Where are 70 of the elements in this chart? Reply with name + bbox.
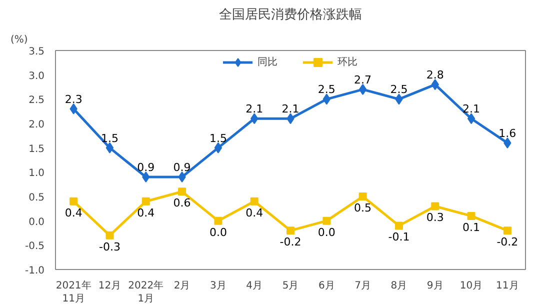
data-label: -0.2 — [496, 236, 518, 249]
point — [431, 202, 440, 210]
y-tick-label: 2.0 — [28, 120, 45, 130]
y-tick-label: 1.0 — [28, 168, 45, 180]
data-label: 0.0 — [318, 226, 336, 239]
data-label: 0.6 — [173, 196, 191, 210]
y-tick-label: 1.5 — [28, 144, 45, 155]
legend-label: 同比 — [258, 56, 278, 69]
point — [322, 216, 331, 225]
x-tick-label: 2021年 11月 — [56, 280, 92, 305]
point — [106, 142, 114, 154]
data-label: 2.8 — [426, 68, 444, 82]
x-tick-label: 2月 — [174, 280, 190, 292]
data-label: 2.1 — [246, 102, 264, 116]
y-tick-label: 3.5 — [28, 46, 45, 58]
data-label: 0.5 — [354, 202, 372, 214]
legend-label: 环比 — [338, 56, 358, 69]
point — [250, 197, 258, 206]
data-label: 0.4 — [137, 206, 155, 220]
y-tick-label: -1.0 — [24, 266, 45, 276]
data-label: 0.0 — [209, 226, 227, 239]
data-label: 0.1 — [462, 220, 480, 234]
y-tick-label: 2.5 — [28, 95, 45, 106]
data-label: 0.9 — [173, 161, 191, 174]
y-tick-label: 0.5 — [28, 192, 45, 204]
x-tick-label: 11月 — [496, 280, 519, 292]
point — [106, 231, 114, 240]
data-label: 0.3 — [426, 211, 444, 224]
data-label: 1.5 — [209, 132, 227, 145]
x-tick-label: 9月 — [426, 280, 444, 292]
data-label: 2.7 — [354, 73, 372, 86]
x-tick-label: 6月 — [318, 280, 335, 292]
data-label: -0.2 — [280, 236, 302, 249]
data-label: 0.9 — [137, 161, 155, 174]
x-tick-label: 12月 — [98, 280, 122, 292]
point — [70, 197, 78, 206]
data-label: 0.4 — [64, 206, 82, 220]
y-axis-title: (%) — [10, 34, 28, 46]
point — [394, 222, 403, 230]
data-label: 1.5 — [100, 132, 118, 145]
data-label: 2.1 — [462, 102, 480, 116]
y-tick-label: 0.0 — [28, 216, 45, 228]
point — [467, 113, 476, 124]
point — [178, 188, 186, 196]
data-label: -0.3 — [99, 240, 120, 254]
x-tick-label: 10月 — [460, 280, 483, 292]
data-label: 2.5 — [318, 83, 336, 96]
x-tick-label: 8月 — [390, 280, 408, 292]
point — [214, 216, 222, 225]
point — [214, 142, 222, 154]
data-label: 0.4 — [246, 206, 264, 220]
data-label: 1.6 — [498, 126, 516, 140]
x-tick-label: 7月 — [354, 280, 371, 292]
chart-title: 全国居民消费价格涨跌幅 — [219, 8, 362, 22]
y-tick-label: -0.5 — [24, 241, 45, 252]
data-label: 2.3 — [64, 92, 82, 106]
point — [358, 84, 367, 95]
point — [467, 212, 476, 220]
point — [358, 192, 367, 200]
data-label: 2.5 — [390, 83, 408, 96]
x-tick-label: 4月 — [246, 280, 263, 292]
x-tick-label: 2022年 1月 — [128, 280, 164, 305]
x-tick-label: 3月 — [210, 280, 226, 292]
point — [503, 226, 512, 235]
x-tick-label: 5月 — [282, 280, 299, 292]
y-tick-label: 3.0 — [28, 70, 45, 82]
point — [142, 197, 150, 206]
data-label: -0.1 — [388, 230, 410, 244]
data-label: 2.1 — [282, 102, 300, 116]
point — [286, 226, 294, 235]
